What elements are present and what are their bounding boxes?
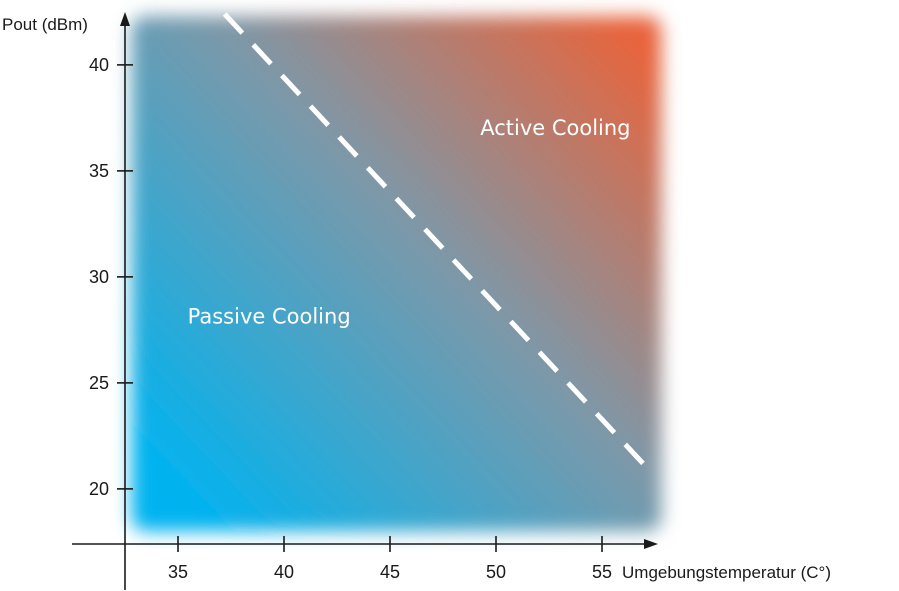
y-tick-label: 20	[89, 479, 109, 499]
x-tick-label: 35	[168, 562, 188, 582]
x-tick-label: 40	[274, 562, 294, 582]
plot-area	[131, 12, 662, 532]
y-axis-title: Pout (dBm)	[2, 15, 88, 34]
x-tick-label: 55	[592, 562, 612, 582]
y-tick-label: 25	[89, 373, 109, 393]
x-axis-arrow-icon	[644, 539, 658, 549]
x-ticks: 35 40 45 50 55	[168, 536, 612, 582]
cooling-boundary-line	[222, 12, 655, 476]
x-tick-label: 50	[486, 562, 506, 582]
x-tick-label: 45	[380, 562, 400, 582]
y-tick-label: 35	[89, 161, 109, 181]
y-ticks: 20 25 30 35 40	[89, 55, 133, 499]
region-labels: Passive Cooling Active Cooling	[188, 116, 631, 329]
y-tick-label: 40	[89, 55, 109, 75]
y-axis: 20 25 30 35 40 Pout (dBm)	[2, 12, 133, 590]
heat-fill-area	[131, 16, 662, 532]
x-axis: 35 40 45 50 55 Umgebungstemperatur (C°)	[72, 536, 831, 582]
x-axis-title: Umgebungstemperatur (C°)	[622, 563, 831, 582]
y-axis-arrow-icon	[120, 12, 130, 26]
y-tick-label: 30	[89, 267, 109, 287]
region-label-active-cooling: Active Cooling	[480, 116, 630, 140]
region-label-passive-cooling: Passive Cooling	[188, 305, 351, 329]
